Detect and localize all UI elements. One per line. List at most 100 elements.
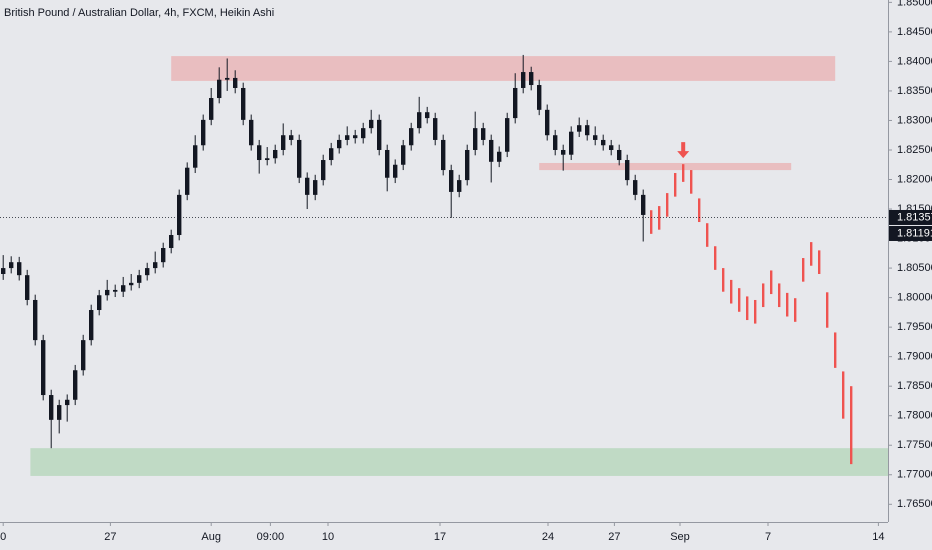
candle-body [633,180,638,195]
projection-bar [810,242,813,266]
arrow [677,142,690,159]
price-tag-label: 1.81191 [897,227,932,239]
candle-body [345,135,350,140]
projection-bar [698,198,701,223]
candle-body [529,72,534,86]
candle-body [593,135,598,140]
candle-body [105,289,110,296]
candle-body [473,128,478,150]
x-tick-label: 17 [434,531,446,543]
projection-bar [778,283,781,308]
x-tick-label: 24 [542,531,554,543]
candle-body [281,135,286,150]
zone [171,56,836,81]
x-tick-label: 10 [322,531,334,543]
candle-body [537,85,542,110]
x-tick-label: 27 [608,531,620,543]
candle-body [209,98,214,120]
y-tick-label: 1.83500 [897,85,932,97]
candle-body [417,112,422,129]
candle-body [193,145,198,168]
projection-bar [666,193,669,217]
candle-body [449,170,454,192]
candle-body [257,145,262,161]
y-tick-label: 1.82000 [897,173,932,185]
candle-body [41,340,46,396]
candle-body [177,194,182,236]
candle-body [81,340,86,371]
candle-body [145,268,150,276]
candle-body [9,262,14,269]
candle-body [185,167,190,195]
candle-body [337,139,342,149]
candle-body [585,125,590,136]
y-tick-label: 1.78000 [897,410,932,422]
candle-body [73,370,78,400]
y-tick-label: 1.83000 [897,114,932,126]
candle-body [401,145,406,165]
projection-bar [682,164,685,182]
candle-body [97,295,102,311]
candle-body [425,112,430,119]
candle-body [1,268,6,274]
candle-body [249,119,254,146]
price-tag [889,225,932,241]
candle-body [289,135,294,140]
zone [30,448,888,476]
candle-body [377,119,382,150]
candle-body [49,395,54,420]
candle-body [321,160,326,181]
candle-body [385,149,390,178]
projection-bar [754,299,757,324]
candle-body [513,87,518,119]
candle-body [393,164,398,178]
price-tag-label: 1.81357 [897,211,932,223]
candle-body [233,77,238,88]
candle-body [329,148,334,161]
x-tick-label: 7 [765,531,771,543]
x-tick-label: 0 [0,531,6,543]
candle-body [33,299,38,341]
candle-body [577,125,582,132]
candle-body [369,119,374,129]
projection-bar [834,332,837,368]
projection-bar [690,170,693,194]
candle-body [225,77,230,80]
projection-bar [794,298,797,322]
y-tick-label: 1.79000 [897,351,932,363]
candle-body [569,131,574,155]
projection-bar [706,223,709,247]
candle-body [305,177,310,195]
projection-bar [818,250,821,274]
candle-body [57,405,62,420]
candle-body [129,282,134,286]
candle-body [561,149,566,155]
candle-body [137,275,142,283]
candle-body [89,310,94,341]
candle-body [457,180,462,192]
chart-title: British Pound / Australian Dollar, 4h, F… [4,7,274,19]
y-tick-label: 1.85000 [897,0,932,8]
candle-body [545,109,550,136]
candle-body [217,79,222,99]
candle-body [601,139,606,146]
projection-bar [674,173,677,197]
y-tick-label: 1.77000 [897,469,932,481]
x-tick-label: 14 [872,531,884,543]
candle-body [497,151,502,162]
projection-bar [770,270,773,295]
y-tick-label: 1.84000 [897,55,932,67]
candle-body [265,158,270,161]
candle-body [505,118,510,152]
candle-body [25,275,30,300]
y-tick-label: 1.77500 [897,439,932,451]
projection-bar [714,246,717,270]
projection-bar [730,279,733,304]
candle-body [113,289,118,292]
y-tick-label: 1.79500 [897,321,932,333]
projection-bar [650,210,653,234]
x-tick-label: 09:00 [257,531,285,543]
